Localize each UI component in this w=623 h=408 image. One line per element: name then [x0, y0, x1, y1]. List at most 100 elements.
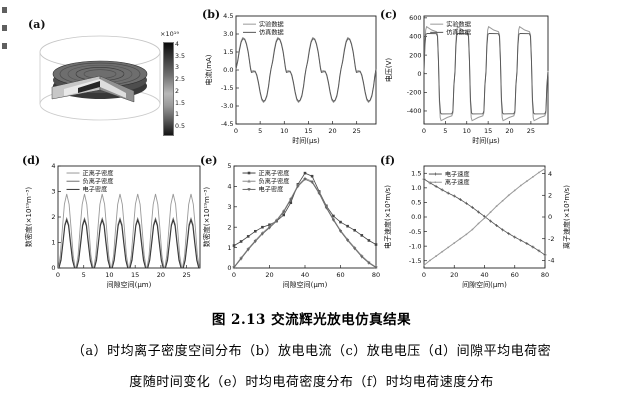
page-edge-mark [2, 43, 7, 49]
svg-text:1: 1 [227, 244, 231, 252]
svg-text:0: 0 [232, 271, 236, 279]
svg-text:20: 20 [157, 271, 165, 279]
svg-text:电子密度: 电子密度 [83, 186, 108, 194]
svg-text:15: 15 [131, 271, 139, 279]
page-edge-mark [2, 25, 7, 31]
svg-text:0: 0 [227, 264, 231, 272]
svg-text:600: 600 [409, 14, 421, 22]
svg-text:20: 20 [328, 127, 336, 135]
panel-c-discharge-voltage-chart: (c) 0 5 10 15 20 25 600 400 200 0 -200 -400 时间(μs) 电压(… [378, 4, 554, 156]
svg-text:0: 0 [548, 213, 552, 221]
svg-text:实验数据: 实验数据 [446, 20, 471, 28]
svg-text:20: 20 [265, 271, 273, 279]
svg-text:5: 5 [82, 271, 86, 279]
svg-text:-4.5: -4.5 [221, 120, 234, 128]
svg-text:0: 0 [51, 264, 55, 272]
svg-text:仿真数据: 仿真数据 [259, 29, 284, 37]
svg-text:-1.5: -1.5 [221, 84, 234, 92]
svg-text:25: 25 [527, 127, 535, 135]
svg-text:5: 5 [443, 127, 447, 135]
svg-text:2: 2 [51, 213, 55, 221]
svg-text:20: 20 [450, 271, 458, 279]
svg-text:60: 60 [511, 271, 519, 279]
svg-text:40: 40 [301, 271, 309, 279]
panel-a-ion-density-3d: (a) ×10¹⁹ 4 3.5 3 2.5 2 1.5 1 0.5 [0, 0, 200, 150]
panel-a-label: (a) [28, 18, 46, 31]
svg-text:4.5: 4.5 [223, 12, 233, 20]
chart-f-canvas: (f)0 20 40 60 801.51.00.50.0-0.5-1.0-1.5420-… [380, 154, 571, 289]
colorbar-tick-labels: 4 3.5 3 2.5 2 1.5 1 0.5 [175, 41, 199, 134]
figure-caption-line2: 度随时间变化（e）时均电荷密度分布（f）时均电荷速度分布 [129, 375, 494, 390]
svg-text:数密度(×10¹⁹m⁻³): 数密度(×10¹⁹m⁻³) [24, 187, 33, 247]
svg-text:10: 10 [280, 127, 288, 135]
svg-text:0: 0 [56, 271, 60, 279]
svg-text:15: 15 [304, 127, 312, 135]
svg-text:(d): (d) [22, 154, 40, 167]
svg-text:20: 20 [505, 127, 513, 135]
svg-text:0: 0 [422, 271, 426, 279]
svg-text:电压(V): 电压(V) [384, 58, 393, 83]
colorbar: ×10¹⁹ 4 3.5 3 2.5 2 1.5 1 0.5 [158, 30, 200, 142]
svg-text:(f): (f) [380, 154, 395, 167]
svg-text:仿真数据: 仿真数据 [446, 29, 471, 37]
svg-text:0.0: 0.0 [223, 66, 233, 74]
svg-text:5: 5 [258, 127, 262, 135]
chart-e-canvas: (e) 0 20 40 60 80 5 4 3 2 1 0 间隙空间(μm) 数密度(×10¹⁹m⁻³) 正… [200, 154, 380, 289]
svg-text:3: 3 [51, 188, 55, 196]
svg-text:0: 0 [422, 127, 426, 135]
svg-text:电子速度: 电子速度 [445, 170, 470, 178]
colorbar-tick: 2.5 [175, 76, 186, 84]
svg-text:实验数据: 实验数据 [259, 20, 284, 28]
colorbar-tick: 2 [175, 87, 180, 95]
svg-text:400: 400 [409, 33, 421, 41]
svg-text:60: 60 [336, 271, 344, 279]
svg-text:0: 0 [234, 127, 238, 135]
page-edge-mark [2, 7, 7, 13]
svg-text:80: 80 [541, 271, 549, 279]
svg-text:2: 2 [227, 223, 231, 231]
panel-d-charge-density-chart: (d) 0 5 10 15 20 25 4 3 2 1 0 间隙空间(μm) 数密度(×10¹⁹m⁻³) 正… [20, 150, 206, 304]
svg-text:0: 0 [417, 70, 421, 78]
svg-text:-4: -4 [548, 257, 554, 265]
svg-text:电子密度: 电子密度 [259, 186, 284, 194]
svg-text:3.0: 3.0 [223, 30, 233, 38]
svg-text:(b): (b) [202, 8, 220, 21]
svg-text:25: 25 [353, 127, 361, 135]
svg-text:间隙空间(μm): 间隙空间(μm) [462, 280, 507, 289]
colorbar-tick: 0.5 [175, 122, 186, 130]
colorbar-tick: 1.5 [175, 99, 186, 107]
chart-c-canvas: (c) 0 5 10 15 20 25 600 400 200 0 -200 -400 时间(μs) 电压(… [380, 8, 549, 145]
svg-text:15: 15 [484, 127, 492, 135]
colorbar-tick: 3.5 [175, 52, 186, 60]
svg-text:1.0: 1.0 [411, 184, 421, 192]
svg-text:80: 80 [372, 271, 380, 279]
svg-text:3: 3 [227, 203, 231, 211]
svg-text:25: 25 [182, 271, 190, 279]
svg-text:离子速度(×10³m/s): 离子速度(×10³m/s) [562, 185, 571, 249]
svg-text:时间(μs): 时间(μs) [472, 136, 500, 145]
svg-text:10: 10 [105, 271, 113, 279]
ion-density-3d-plot [39, 35, 161, 121]
figure-caption-line1: （a）时均离子密度空间分布（b）放电电流（c）放电电压（d）间隙平均电荷密 [71, 344, 552, 359]
svg-text:4: 4 [548, 170, 552, 178]
colorbar-tick: 1 [175, 111, 180, 119]
colorbar-gradient [163, 42, 174, 136]
svg-text:200: 200 [409, 51, 421, 59]
panel-f-velocity-profile-chart: (f) 0 20 40 60 80 1.5 1.0 0.5 0.0 -0.5 -1.0 -1.5 4 2 0-… [378, 150, 623, 304]
svg-text:正离子密度: 正离子密度 [83, 169, 114, 177]
svg-text:间隙空间(μm): 间隙空间(μm) [283, 280, 328, 289]
svg-text:40: 40 [480, 271, 488, 279]
svg-text:负离子密度: 负离子密度 [83, 178, 114, 186]
svg-text:4: 4 [227, 183, 231, 191]
svg-text:数密度(×10¹⁹m⁻³): 数密度(×10¹⁹m⁻³) [202, 187, 211, 247]
svg-text:离子速度: 离子速度 [445, 179, 470, 187]
svg-text:-0.5: -0.5 [409, 228, 422, 236]
chart-d-canvas: (d)0 5 10 15 20 2543210间隙空间(μm)数密度(×10¹⁹m⁻³)正… [22, 154, 201, 289]
svg-text:负离子密度: 负离子密度 [259, 178, 290, 186]
svg-text:电流(mA): 电流(mA) [204, 54, 213, 85]
svg-text:-1.5: -1.5 [409, 257, 422, 265]
svg-text:0.5: 0.5 [411, 199, 421, 207]
svg-text:-3.0: -3.0 [221, 102, 234, 110]
chart-b-canvas: (b) 0 5 10 15 20 25 4.5 3.0 1.5 0.0 -1.5 -3.0 -4.5 时间(… [202, 8, 377, 145]
